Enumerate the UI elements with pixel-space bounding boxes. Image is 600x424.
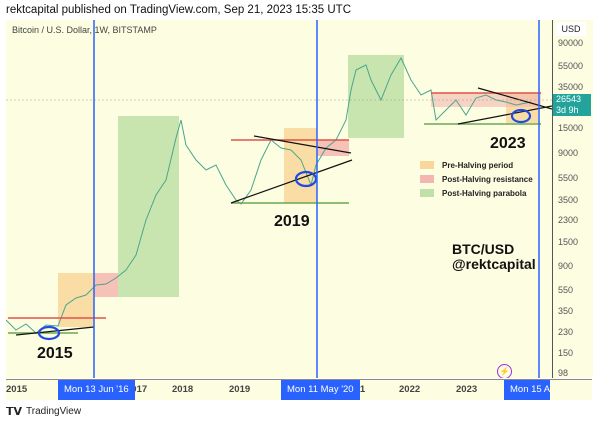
halving-date-label: Mon 11 May '20 <box>281 380 360 400</box>
tradingview-icon: 𝗧𝗩 <box>6 406 23 418</box>
y-tick: 3500 <box>558 195 579 205</box>
legend-swatch <box>420 161 434 169</box>
cycle-label-2019: 2019 <box>274 213 310 230</box>
cycle-label-2023: 2023 <box>490 135 526 152</box>
y-tick: 15000 <box>558 123 584 133</box>
y-tick: 1500 <box>558 237 579 247</box>
legend-swatch <box>420 189 434 197</box>
lightning-icon[interactable]: ⚡ <box>497 364 512 378</box>
price-axis[interactable]: USD 90000 55000 35000 26543 3d 9h 15000 … <box>552 20 593 378</box>
legend-label: Post-Halving parabola <box>442 188 527 198</box>
y-tick: 35000 <box>558 82 584 92</box>
y-tick: 90000 <box>558 38 584 48</box>
last-price-badge: 26543 3d 9h <box>553 94 591 116</box>
publish-info: rektcapital published on TradingView.com… <box>6 4 351 16</box>
y-tick: 350 <box>558 306 574 316</box>
bar-countdown: 3d 9h <box>556 105 579 115</box>
y-tick: 55000 <box>558 61 584 71</box>
x-tick: 2022 <box>399 384 421 395</box>
y-tick: 150 <box>558 348 574 358</box>
y-tick: 9000 <box>558 148 579 158</box>
x-tick: 2018 <box>172 384 194 395</box>
logo-text: TradingView <box>26 406 82 417</box>
brand-pair: BTC/USD <box>452 241 515 257</box>
y-tick: 2300 <box>558 215 579 225</box>
halving-date-label: Mon 13 Jun '16 <box>58 380 135 400</box>
x-tick: 2015 <box>6 384 28 395</box>
brand-handle: @rektcapital <box>452 256 536 272</box>
tradingview-logo[interactable]: 𝗧𝗩 TradingView <box>6 405 81 418</box>
time-axis[interactable]: 2015 2017 2018 2019 2021 2022 2023 Mon 1… <box>6 379 592 400</box>
watermark: BTC/USD @rektcapital <box>452 242 536 272</box>
currency-label[interactable]: USD <box>556 22 586 36</box>
y-tick: 550 <box>558 285 574 295</box>
x-tick: 2023 <box>456 384 478 395</box>
legend-label: Post-Halving resistance <box>442 174 533 184</box>
x-tick: 2017 <box>126 384 148 395</box>
halving-date-label: Mon 15 Apr <box>504 380 550 400</box>
legend-label: Pre-Halving period <box>442 160 514 170</box>
legend: Pre-Halving period Post-Halving resistan… <box>420 158 533 200</box>
cycle-label-2015: 2015 <box>37 345 73 362</box>
symbol-title: Bitcoin / U.S. Dollar, 1W, BITSTAMP <box>12 25 157 35</box>
y-tick: 98 <box>558 368 569 378</box>
legend-swatch <box>420 175 434 183</box>
y-tick: 230 <box>558 327 574 337</box>
x-tick: 2019 <box>229 384 251 395</box>
y-tick: 5500 <box>558 173 579 183</box>
chart-plot-area[interactable]: Bitcoin / U.S. Dollar, 1W, BITSTAMP 2015… <box>6 20 552 378</box>
y-tick: 900 <box>558 261 574 271</box>
last-price: 26543 <box>556 94 582 104</box>
